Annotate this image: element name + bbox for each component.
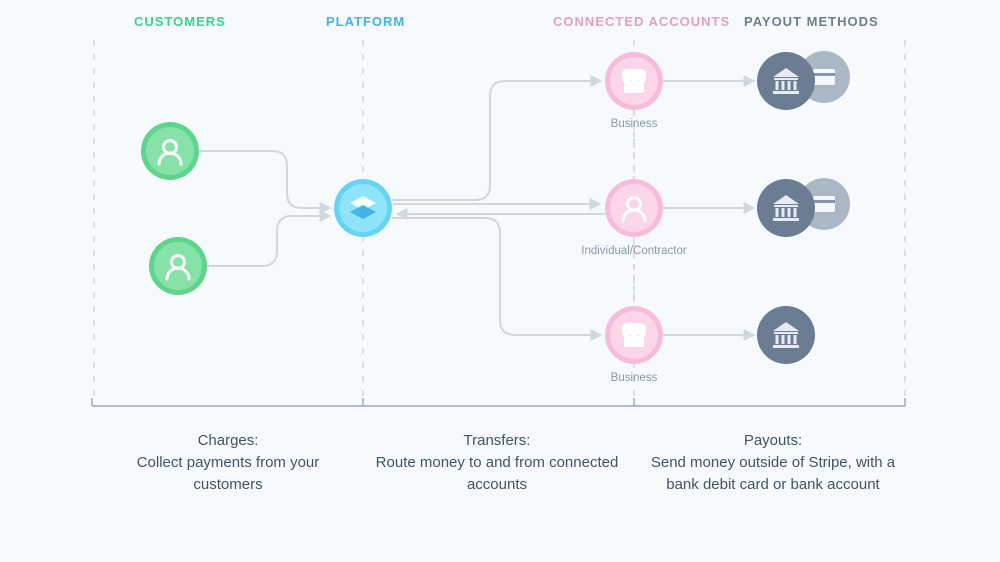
caption-payouts: Payouts: Send money outside of Stripe, w…: [633, 430, 913, 495]
store-icon: [622, 69, 646, 93]
node-account3: [605, 306, 663, 364]
connector-cust1-to-plat: [199, 151, 329, 208]
node-label-account2: Individual/Contractor: [564, 245, 704, 257]
caption-payouts-title: Payouts:: [633, 430, 913, 452]
node-payout3_bank: [757, 306, 815, 364]
caption-charges: Charges: Collect payments from your cust…: [103, 430, 353, 495]
caption-payouts-body: Send money outside of Stripe, with a ban…: [633, 452, 913, 496]
node-account2: [605, 179, 663, 237]
caption-charges-body: Collect payments from your customers: [103, 452, 353, 496]
node-label-account1: Business: [564, 118, 704, 130]
node-account1: [605, 52, 663, 110]
connector-cust2-to-plat: [207, 216, 329, 266]
caption-charges-title: Charges:: [103, 430, 353, 452]
node-payout1_bank: [757, 52, 815, 110]
caption-transfers: Transfers: Route money to and from conne…: [352, 430, 642, 495]
node-customer2: [149, 237, 207, 295]
connector-plat-to-acc1: [392, 81, 600, 200]
card-icon: [813, 196, 835, 212]
node-customer1: [141, 122, 199, 180]
connector-plat-to-acc3: [392, 218, 600, 335]
caption-transfers-title: Transfers:: [352, 430, 642, 452]
card-icon: [813, 69, 835, 85]
node-label-account3: Business: [564, 372, 704, 384]
node-payout2_bank: [757, 179, 815, 237]
caption-transfers-body: Route money to and from connected accoun…: [352, 452, 642, 496]
node-platform: [334, 179, 392, 237]
store-icon: [622, 323, 646, 347]
